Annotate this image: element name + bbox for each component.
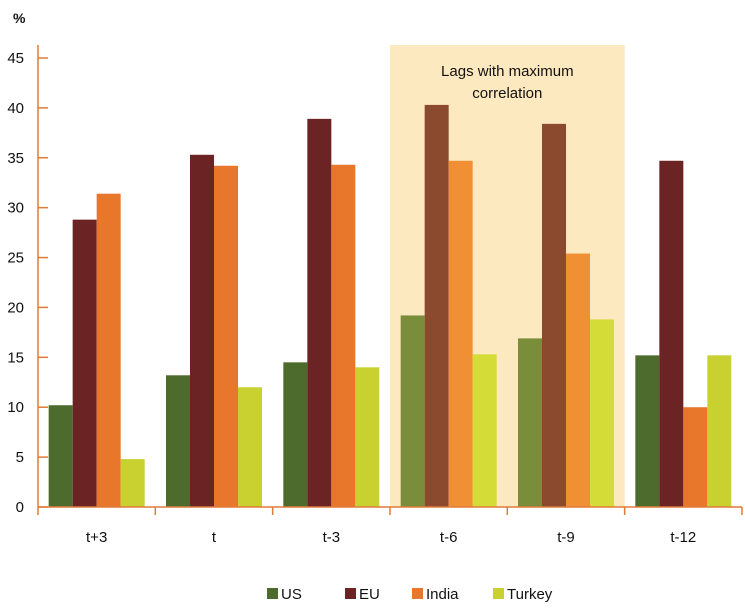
bar-eu-t+3 (72, 219, 97, 507)
legend-label-india: India (426, 586, 459, 603)
legend-swatch-turkey (493, 588, 504, 599)
y-axis-label: % (13, 10, 26, 26)
x-tick-label: t-9 (557, 529, 575, 546)
bar-us-t-3 (283, 362, 308, 507)
bar-india-t-6 (448, 160, 473, 507)
bar-india-t-9 (566, 253, 590, 507)
bar-eu-t-3 (307, 118, 332, 507)
y-tick-label: 30 (7, 200, 24, 217)
bar-us-t (166, 375, 190, 507)
y-tick-label: 5 (16, 449, 24, 466)
x-tick-label: t-6 (440, 529, 458, 546)
axes-layer: t+3 t t-3 t-6 t-9 t-12 0 5 10 15 20 25 30 35 40 45% (7, 10, 743, 546)
bar-turkey-t (238, 387, 262, 507)
y-tick-label: 15 (7, 349, 24, 366)
y-tick-label: 0 (16, 499, 24, 516)
bar-eu-t-12 (659, 160, 684, 507)
y-tick-label: 20 (7, 299, 24, 316)
bar-turkey-t+3 (120, 459, 145, 507)
bar-us-t+3 (48, 405, 73, 507)
bar-us-t-6 (400, 315, 425, 507)
highlight-label: Lags with maximum (441, 63, 574, 80)
x-tick-label: t-12 (670, 529, 696, 546)
legend-swatch-us (267, 588, 278, 599)
bar-eu-t-9 (542, 123, 566, 507)
bar-turkey-t-9 (590, 319, 614, 507)
legend-label-turkey: Turkey (507, 586, 553, 603)
bar-india-t-12 (683, 407, 708, 507)
legend-label-us: US (281, 586, 302, 603)
bar-turkey-t-12 (707, 355, 732, 507)
bar-eu-t-6 (424, 104, 449, 507)
legend-layer: US EU India Turkey (267, 586, 553, 603)
bars-layer (48, 104, 732, 508)
y-tick-label: 25 (7, 250, 24, 267)
bar-india-t (214, 165, 238, 507)
y-tick-label: 40 (7, 100, 24, 117)
x-tick-label: t+3 (86, 529, 107, 546)
bar-turkey-t-6 (472, 354, 497, 507)
legend-label-eu: EU (359, 586, 380, 603)
y-tick-label: 35 (7, 150, 24, 167)
x-tick-label: t-3 (323, 529, 341, 546)
bar-us-t-12 (635, 355, 660, 507)
bar-india-t+3 (96, 193, 121, 507)
x-tick-label: t (212, 529, 217, 546)
y-tick-label: 45 (7, 50, 24, 67)
bar-turkey-t-3 (355, 367, 380, 507)
legend-swatch-eu (345, 588, 356, 599)
legend-swatch-india (412, 588, 423, 599)
bar-india-t-3 (331, 164, 356, 508)
y-tick-label: 10 (7, 399, 24, 416)
highlight-label: correlation (472, 85, 542, 102)
bar-eu-t (190, 154, 214, 508)
bar-us-t-9 (518, 338, 542, 507)
